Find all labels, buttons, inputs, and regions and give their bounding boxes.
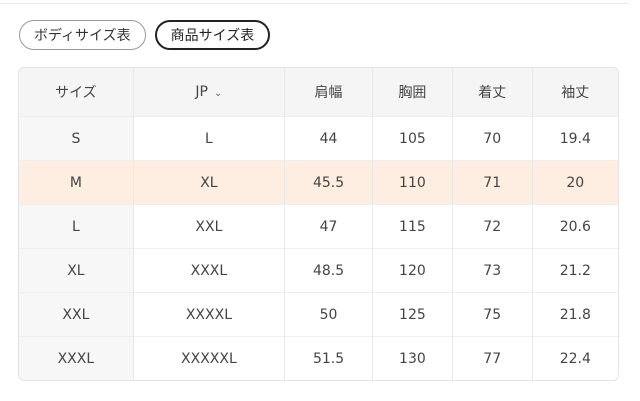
table-cell: 105 [373, 117, 453, 161]
size-table: サイズ JP ⌄ 肩幅 胸囲 着丈 袖丈 S L 44 105 70 19.4 M XL 45.5… [18, 67, 619, 381]
tab-product-size[interactable]: 商品サイズ表 [154, 20, 271, 50]
table-cell: XXXL [133, 249, 286, 293]
table-cell: XL [19, 249, 134, 293]
table-cell: 21.2 [532, 249, 618, 293]
table-row: XL XXXL 48.5 120 73 21.2 [19, 249, 618, 293]
table-cell: 120 [373, 249, 453, 293]
table-cell: 20.6 [532, 205, 618, 249]
table-cell: L [19, 205, 134, 249]
header-sleeve: 袖丈 [532, 68, 618, 117]
table-cell: XXXXXL [134, 337, 286, 380]
table-cell: 130 [373, 337, 453, 380]
table-cell: M [19, 161, 134, 205]
table-cell: 21.8 [532, 293, 618, 337]
header-shoulder: 肩幅 [285, 68, 373, 117]
header-jp-label: JP [195, 84, 208, 100]
table-cell: 125 [373, 293, 453, 337]
table-cell: XL [133, 161, 286, 205]
chevron-down-icon: ⌄ [214, 88, 223, 99]
table-cell: XXL [133, 205, 286, 249]
table-cell: L [133, 117, 286, 161]
header-length: 着丈 [452, 68, 533, 117]
header-size: サイズ [19, 68, 134, 117]
header-chest: 胸囲 [373, 68, 453, 117]
table-cell: 110 [373, 161, 453, 205]
table-cell: 75 [452, 293, 533, 337]
divider [0, 3, 628, 4]
table-row: XXL XXXXL 50 125 75 21.8 [19, 293, 618, 337]
table-cell: XXL [19, 293, 134, 337]
table-header-row: サイズ JP ⌄ 肩幅 胸囲 着丈 袖丈 [19, 68, 618, 117]
table-cell: 45.5 [285, 161, 373, 205]
table-row: XXXL XXXXXL 51.5 130 77 22.4 [19, 337, 618, 380]
table-cell: 71 [452, 161, 533, 205]
table-cell: 47 [285, 205, 373, 249]
tab-body-size[interactable]: ボディサイズ表 [19, 20, 146, 50]
table-cell: 77 [453, 337, 533, 380]
table-cell: 115 [373, 205, 453, 249]
table-cell: 20 [532, 161, 618, 205]
table-cell: 70 [452, 117, 533, 161]
table-cell: S [19, 117, 134, 161]
table-row: M XL 45.5 110 71 20 [19, 161, 618, 205]
table-cell: 51.5 [285, 337, 373, 380]
table-row: L XXL 47 115 72 20.6 [19, 205, 618, 249]
table-cell: 73 [452, 249, 533, 293]
header-jp-dropdown[interactable]: JP ⌄ [133, 68, 286, 117]
table-cell: 19.4 [532, 117, 618, 161]
table-cell: 48.5 [285, 249, 373, 293]
table-row: S L 44 105 70 19.4 [19, 117, 618, 161]
table-cell: 22.4 [559, 350, 591, 367]
table-cell: XXXXL [133, 293, 286, 337]
table-cell: 50 [285, 293, 373, 337]
table-cell: 44 [285, 117, 373, 161]
table-cell: 72 [452, 205, 533, 249]
table-cell: XXXL [19, 337, 134, 380]
size-chart-tabs: ボディサイズ表 商品サイズ表 [19, 20, 271, 50]
